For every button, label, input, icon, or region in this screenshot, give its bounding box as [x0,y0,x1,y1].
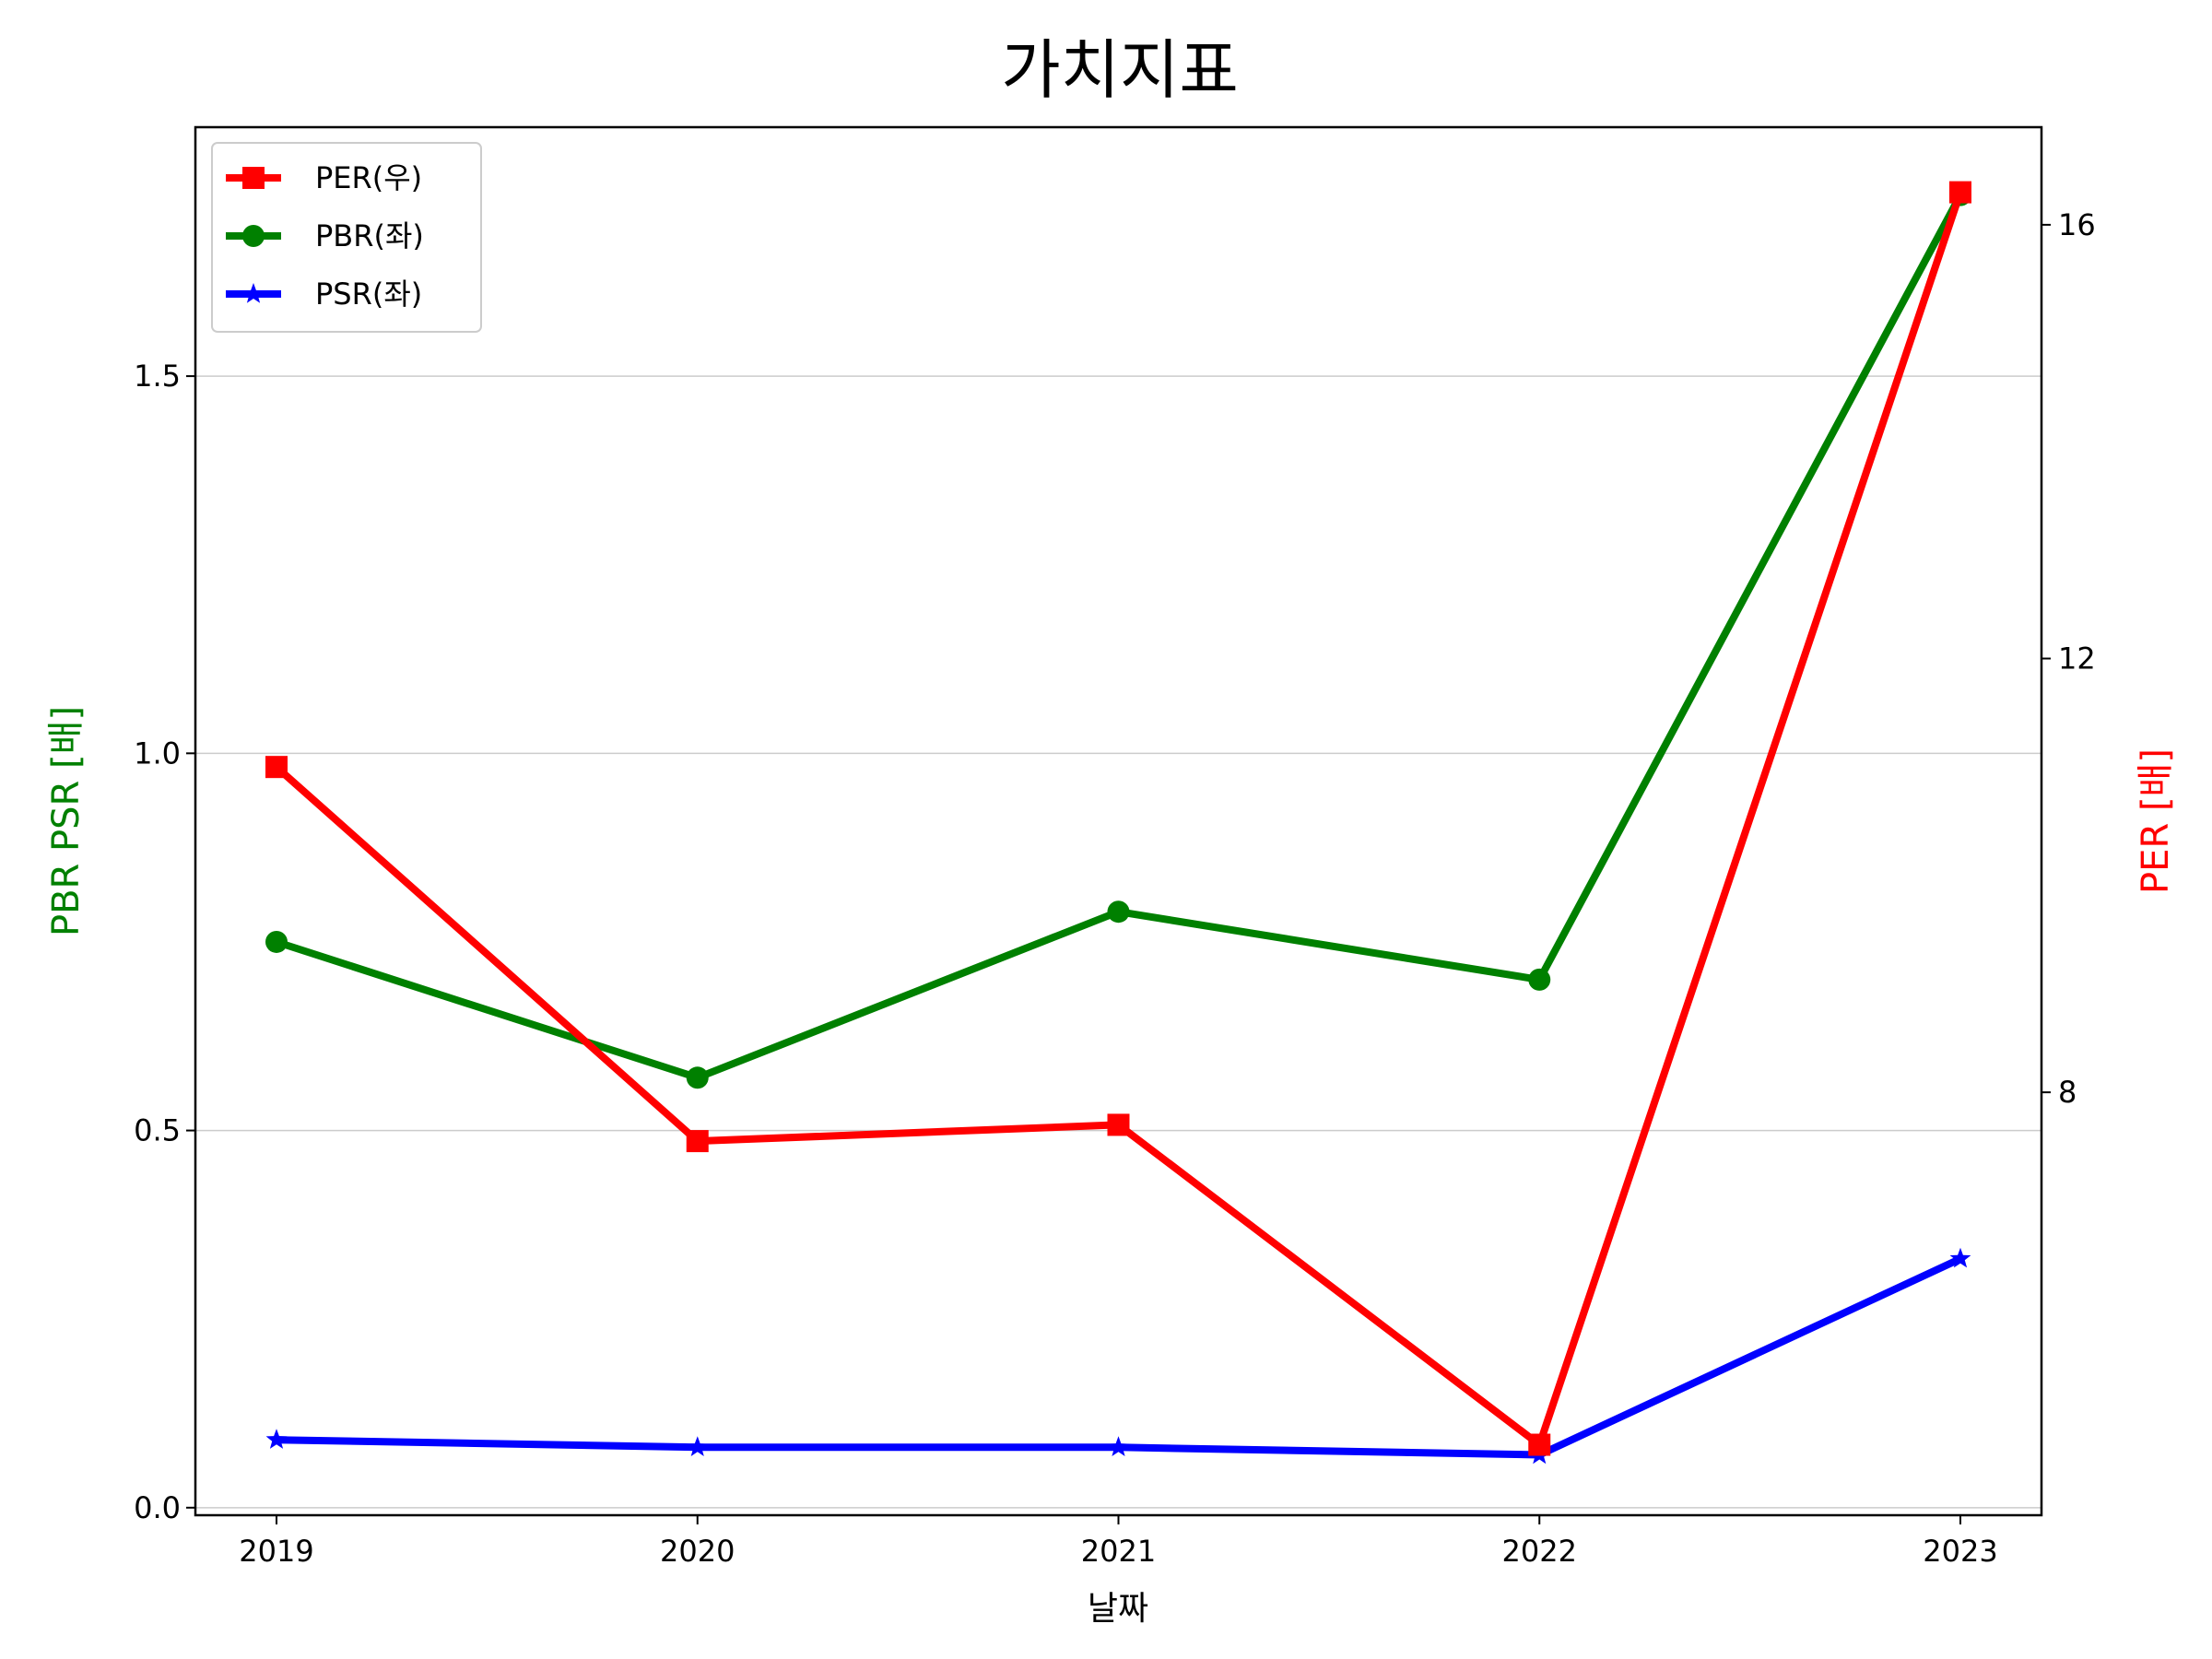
x-tick-label: 2021 [1081,1534,1156,1569]
left-y-tick-label: 0.0 [134,1490,181,1525]
x-tick-label: 2019 [239,1534,313,1569]
right-y-axis-label: PER [배] [2135,748,2177,894]
data-point-marker [687,1436,709,1456]
data-point-marker [1107,900,1130,924]
data-point-marker [1949,1247,1971,1268]
x-tick-label: 2023 [1923,1534,1997,1569]
right-y-tick-label: 12 [2058,641,2096,677]
data-point-marker [686,1066,709,1089]
series-layer [265,181,1971,1465]
legend-box [211,142,482,333]
data-point-marker [1528,968,1551,991]
left-y-axis-label: PBR PSR [배] [45,706,88,936]
left-y-tick-label: 1.0 [134,735,181,771]
x-axis-label: 날짜 [1088,1590,1148,1628]
right-y-tick-label: 8 [2058,1075,2077,1110]
data-point-marker [1949,181,1971,204]
right-y-tick-label: 16 [2058,207,2096,242]
data-point-marker [265,756,288,779]
data-point-marker [265,1429,288,1449]
legend-label: PSR(좌) [315,276,422,312]
legend-label: PBR(좌) [315,218,424,253]
chart-title: 가치지표 [1001,32,1239,108]
legend-entry: PBR(좌) [226,218,424,253]
legend-label: PER(우) [315,160,422,195]
axes: 0.0 0.5 1.0 1.5 8 12 16 2019 2020 2021 2022 2023 [134,207,2096,1569]
data-point-marker [686,1130,709,1153]
legend-entry: PER(우) [226,160,422,195]
left-y-tick-label: 1.5 [134,359,181,394]
legend-entry: PSR(좌) [226,276,422,312]
data-point-marker [265,930,288,953]
x-tick-label: 2022 [1502,1534,1577,1569]
data-point-marker [1528,1433,1551,1456]
data-point-marker [1107,1113,1130,1136]
data-point-marker [1108,1436,1129,1456]
legend-swatch-marker [242,167,265,189]
legend-swatch-marker [242,225,265,247]
legend: PER(우) PBR(좌) PSR(좌) [211,142,482,333]
series-PER(우) [265,181,1971,1456]
legend-swatch-marker [242,283,265,303]
x-tick-label: 2020 [660,1534,735,1569]
left-y-tick-label: 0.5 [134,1113,181,1148]
